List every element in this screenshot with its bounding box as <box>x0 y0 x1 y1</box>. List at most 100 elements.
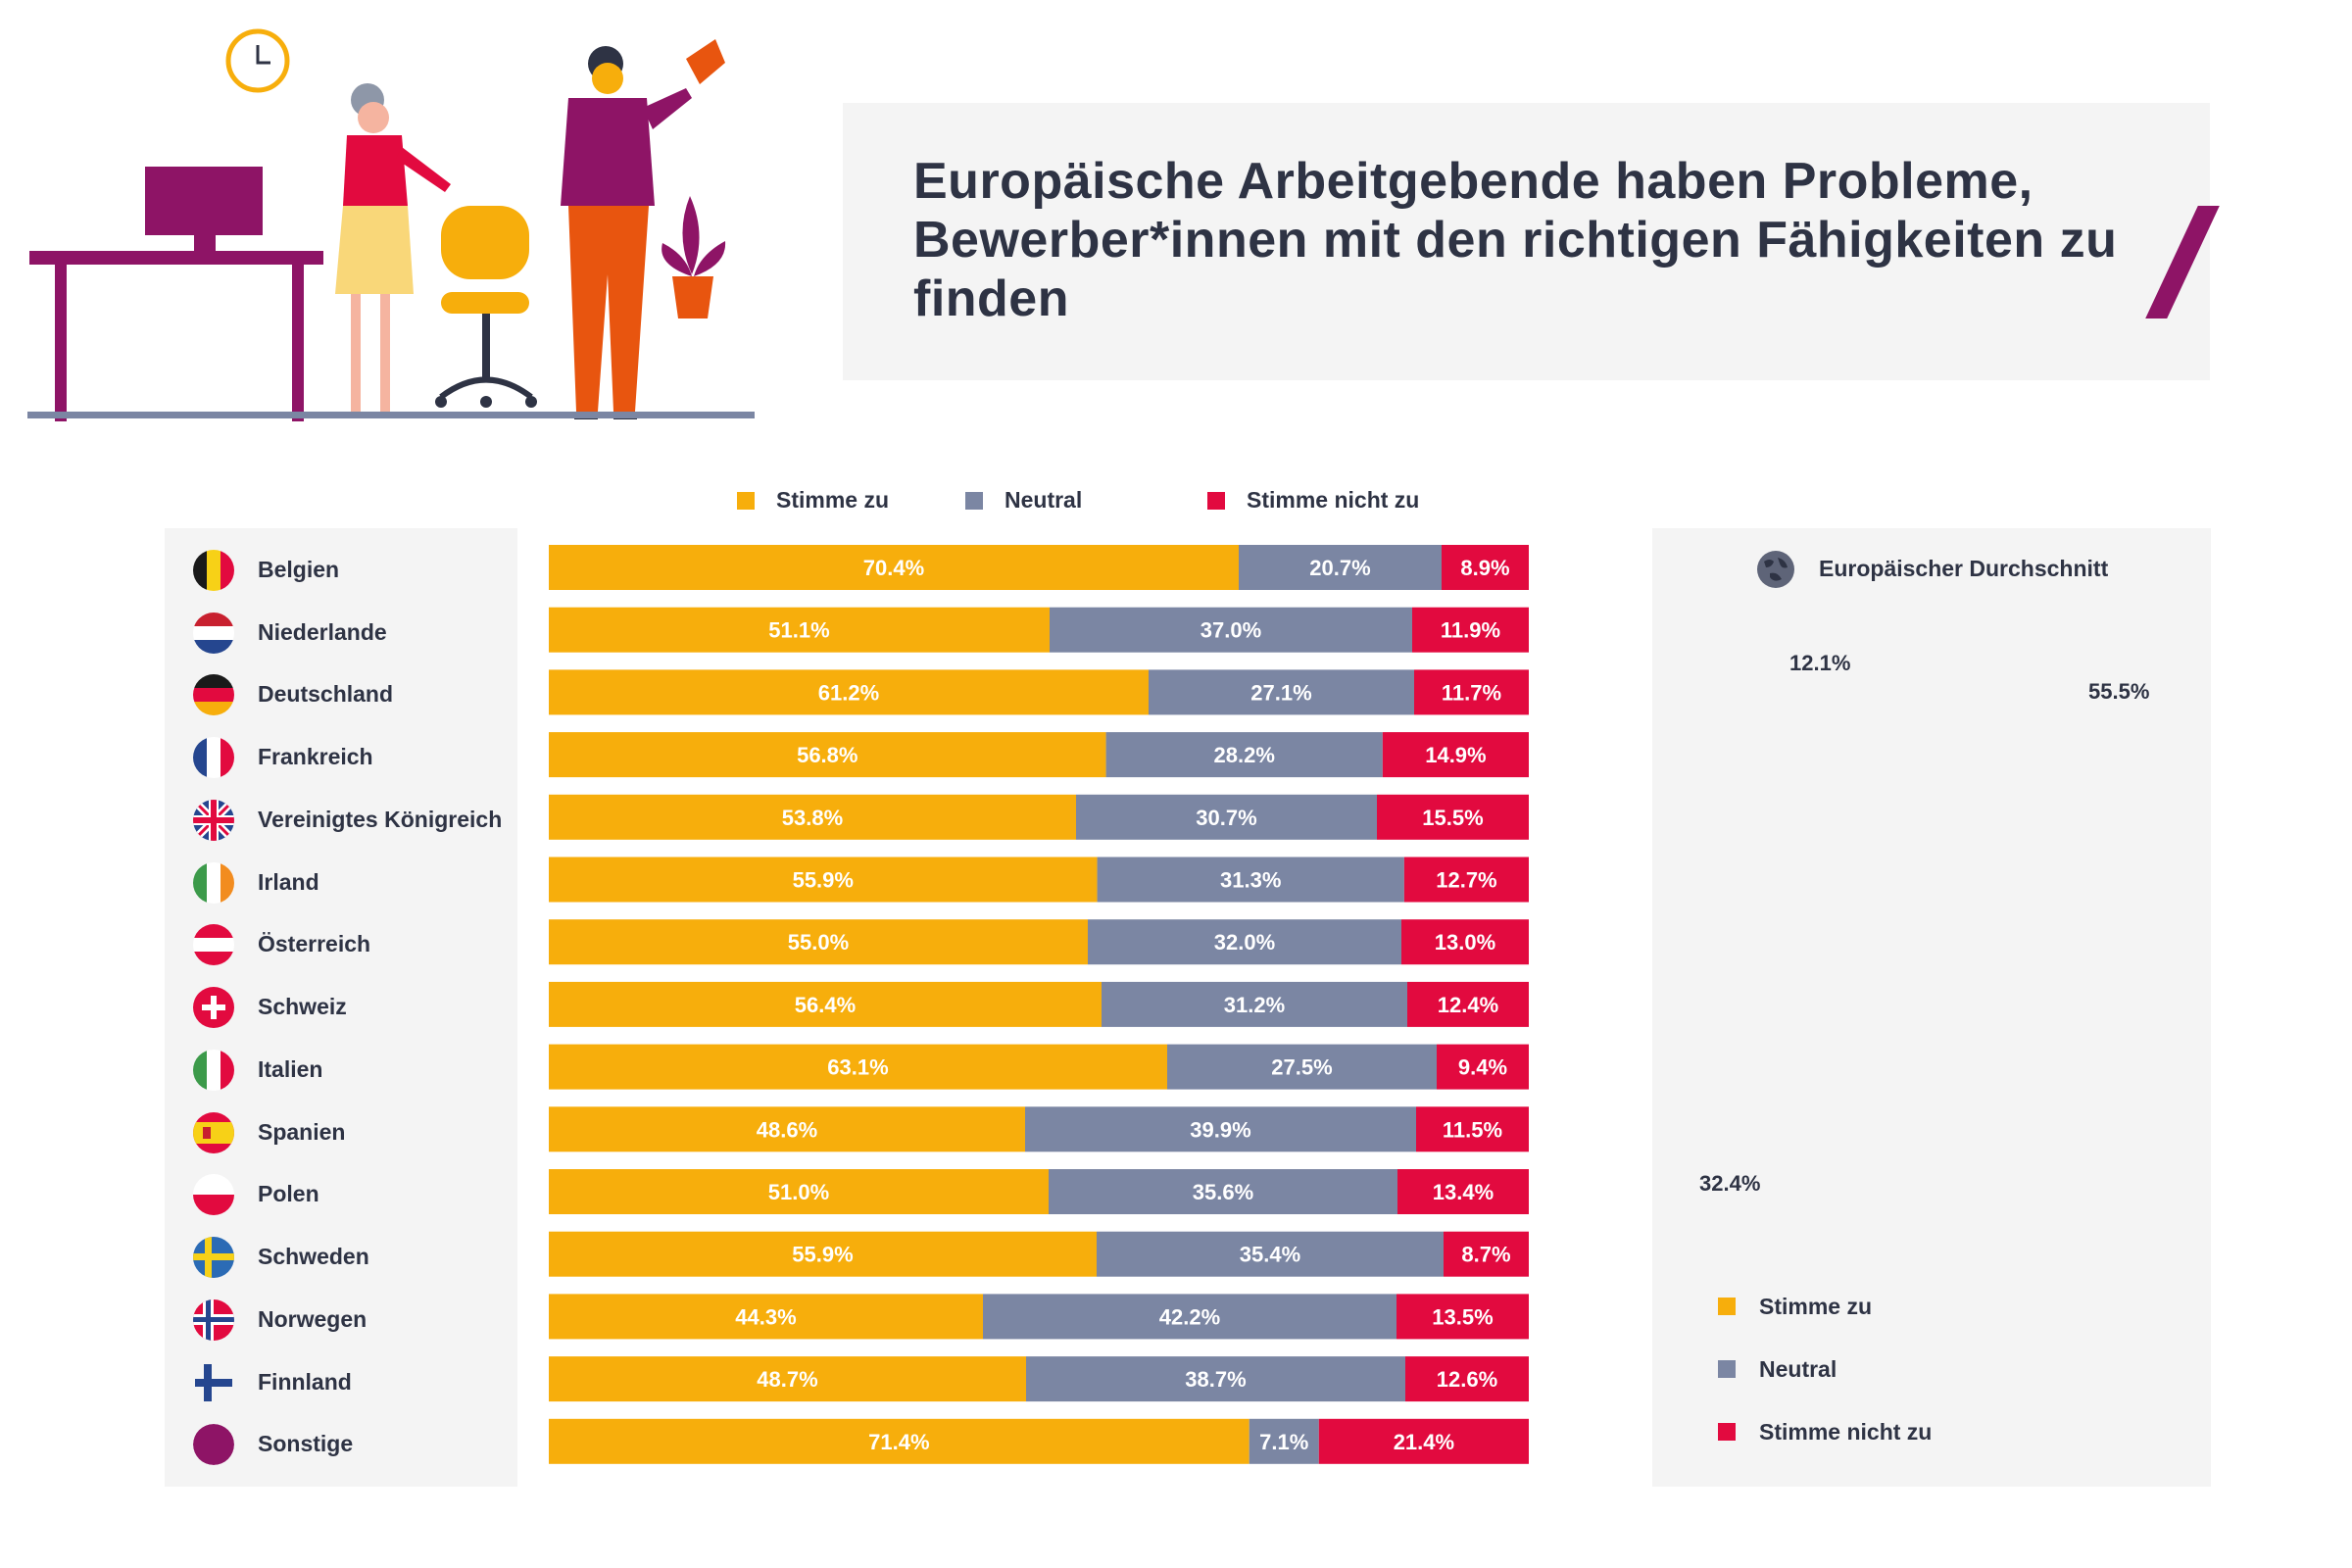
avg-legend-label-neutral: Neutral <box>1759 1355 1838 1382</box>
finland-flag-icon <box>193 1362 234 1403</box>
country-row: Sonstige <box>165 1422 517 1467</box>
ireland-flag-icon <box>193 862 234 904</box>
legend-swatch-neutral <box>965 491 983 510</box>
legend-swatch-neutral <box>1718 1360 1736 1378</box>
bar-segment-disagree <box>1407 981 1529 1027</box>
other-circle-icon <box>193 1424 234 1465</box>
floor-line <box>27 412 755 418</box>
average-title: Europäischer Durchschnitt <box>1819 556 2109 581</box>
bar-segment-agree <box>549 794 1076 840</box>
bar-segment-disagree <box>1442 545 1529 590</box>
chart-legend: Stimme zu Neutral Stimme nicht zu <box>0 487 2352 516</box>
country-row: Deutschland <box>165 672 517 717</box>
bar-segment-agree <box>549 1106 1025 1152</box>
country-row: Norwegen <box>165 1298 517 1343</box>
switzerland-flag-icon <box>193 987 234 1028</box>
bar-segment-neutral <box>1249 1418 1319 1464</box>
belgium-flag-icon <box>193 550 234 591</box>
legend-label-neutral: Neutral <box>1004 487 1083 513</box>
bar-segment-neutral <box>1097 1231 1444 1277</box>
bar-label-agree: 48.6% <box>757 1117 817 1142</box>
bar-label-neutral: 27.1% <box>1250 680 1311 705</box>
bar-label-neutral: 7.1% <box>1259 1430 1308 1454</box>
office-chair-icon <box>435 206 537 408</box>
country-row: Spanien <box>165 1110 517 1155</box>
country-name: Finnland <box>258 1369 352 1395</box>
bar-segment-neutral <box>983 1294 1396 1340</box>
bar-segment-disagree <box>1416 1106 1529 1152</box>
italy-flag-icon <box>193 1050 234 1091</box>
norway-flag-icon <box>193 1299 234 1341</box>
country-name: Irland <box>258 869 319 895</box>
bar-segment-agree <box>549 1294 983 1340</box>
country-name: Deutschland <box>258 681 394 707</box>
bar-segment-disagree <box>1396 1294 1529 1340</box>
germany-flag-icon <box>193 674 234 715</box>
bar-segment-agree <box>549 545 1239 590</box>
bar-label-agree: 51.1% <box>768 618 829 643</box>
bar-label-disagree: 11.9% <box>1441 618 1500 643</box>
bar-label-agree: 61.2% <box>818 680 879 705</box>
globe-icon <box>1757 551 1794 588</box>
bar-label-disagree: 12.6% <box>1437 1367 1497 1392</box>
country-row: Polen <box>165 1172 517 1217</box>
legend-swatch-disagree <box>1207 491 1225 510</box>
bar-label-agree: 48.7% <box>757 1367 817 1392</box>
bar-label-neutral: 42.2% <box>1159 1304 1220 1329</box>
bar-segment-neutral <box>1049 1169 1397 1214</box>
bar-segment-agree <box>549 669 1149 715</box>
country-name: Norwegen <box>258 1306 368 1332</box>
country-row: Irland <box>165 860 517 906</box>
bar-segment-neutral <box>1026 1356 1405 1402</box>
country-row: Frankreich <box>165 735 517 780</box>
donut-label-disagree: 12.1% <box>1789 651 1851 675</box>
bar-segment-agree <box>549 1231 1097 1277</box>
bar-label-neutral: 28.2% <box>1214 743 1275 767</box>
bar-label-neutral: 35.4% <box>1240 1243 1300 1267</box>
country-name: Schweiz <box>258 994 347 1019</box>
bar-segment-neutral <box>1102 981 1407 1027</box>
bar-label-disagree: 12.4% <box>1438 993 1498 1017</box>
legend-label-agree: Stimme zu <box>776 487 890 513</box>
donut-label-agree: 55.5% <box>2088 679 2150 704</box>
page-title: Europäische Arbeitgebende haben Probleme… <box>913 153 2118 327</box>
netherlands-flag-icon <box>193 612 234 654</box>
bar-segment-disagree <box>1403 857 1529 903</box>
bar-segment-disagree <box>1437 1044 1529 1090</box>
bar-label-disagree: 9.4% <box>1458 1055 1507 1080</box>
avg-legend-item-disagree: Stimme nicht zu <box>1718 1417 2110 1446</box>
sweden-flag-icon <box>193 1237 234 1278</box>
bar-label-agree: 56.4% <box>795 993 856 1017</box>
bar-label-disagree: 8.9% <box>1460 556 1509 580</box>
country-name: Österreich <box>258 931 371 956</box>
country-name: Niederlande <box>258 619 387 645</box>
legend-swatch-agree <box>737 491 755 510</box>
bar-label-neutral: 31.3% <box>1220 868 1281 893</box>
bar-label-neutral: 37.0% <box>1200 618 1261 643</box>
bar-label-disagree: 21.4% <box>1394 1430 1454 1454</box>
bar-segment-neutral <box>1097 857 1404 903</box>
bar-label-agree: 70.4% <box>863 556 924 580</box>
avg-legend-item-agree: Stimme zu <box>1718 1292 2110 1321</box>
bar-segment-neutral <box>1088 919 1401 965</box>
bar-segment-disagree <box>1382 732 1529 778</box>
country-name: Italien <box>258 1056 323 1082</box>
bar-label-agree: 71.4% <box>868 1430 929 1454</box>
bar-label-agree: 55.9% <box>793 868 854 893</box>
avg-legend-label-agree: Stimme zu <box>1759 1293 1873 1319</box>
clock-icon <box>225 28 290 93</box>
bar-segment-disagree <box>1397 1169 1529 1214</box>
uk-flag-icon <box>193 800 234 841</box>
bar-segment-agree <box>549 1169 1049 1214</box>
bar-label-neutral: 39.9% <box>1190 1117 1250 1142</box>
bar-label-neutral: 20.7% <box>1309 556 1370 580</box>
bar-segment-neutral <box>1167 1044 1437 1090</box>
country-row: Niederlande <box>165 611 517 656</box>
bar-label-disagree: 13.5% <box>1432 1304 1493 1329</box>
bar-label-disagree: 15.5% <box>1422 806 1483 830</box>
bar-segment-agree <box>549 607 1050 653</box>
bar-segment-neutral <box>1239 545 1442 590</box>
bar-label-neutral: 27.5% <box>1271 1055 1332 1080</box>
country-name: Belgien <box>258 557 340 582</box>
bar-segment-neutral <box>1076 794 1377 840</box>
